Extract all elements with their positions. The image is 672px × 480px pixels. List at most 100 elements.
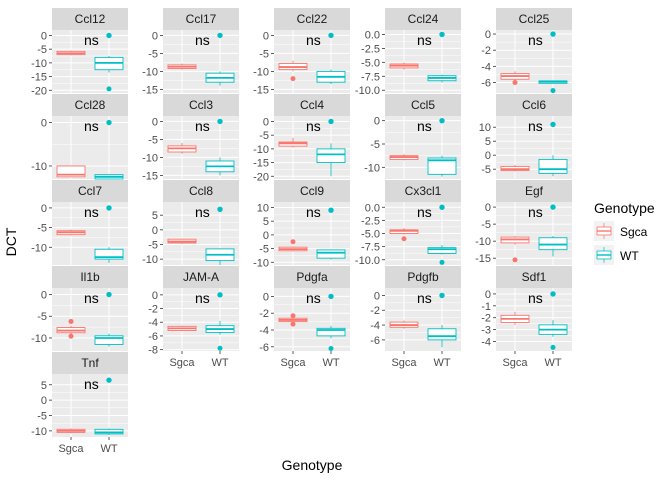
summary-point [439,117,445,124]
summary-point [106,291,112,298]
y-tick-label: -10 [31,242,47,254]
significance-label: ns [84,204,99,220]
facet-strip-label: Cx3cl1 [405,184,442,198]
outlier-point [328,345,334,351]
y-tick-label: -15 [142,170,158,182]
boxplot-wt [427,74,457,83]
facet-strip [274,266,350,288]
boxplot-sgca [278,137,308,148]
facet-strip-label: Ccl28 [75,98,106,112]
significance-label: ns [306,204,321,220]
y-tick-label: 0 [263,230,269,242]
y-tick-label: -5 [481,164,491,176]
boxplot-wt [538,236,568,257]
box [427,247,457,254]
summary-point [217,206,223,213]
facet-panel-ccl4: Ccl4 0 -5 -10 -15-20 ns [253,94,350,183]
summary-point [328,207,334,213]
y-tick-label: -2 [148,304,158,316]
facet-panel-tnf: Tnf 5 0 -5 -10 ns Sgca WT [31,352,128,455]
boxplot-wt [94,174,124,180]
outlier-point [106,86,112,92]
y-tick-label: -4 [481,336,491,348]
boxplot-wt [538,320,568,350]
boxplot-wt [538,80,568,94]
facet-strip [274,180,350,202]
boxplot-sgca [167,238,197,244]
y-tick-label: -10 [142,254,158,266]
facet-panel-ccl7: Ccl7 0 -5 -10 ns [31,180,128,265]
y-tick-label: 0 [374,116,380,128]
y-tick-label: -5 [148,134,158,146]
significance-label: ns [195,204,210,220]
y-tick-label: -10.0 [355,85,380,97]
box [316,148,346,164]
facet-strip-label: Ccl9 [300,184,324,198]
y-tick-label: 0 [152,225,158,237]
boxplot-sgca [167,63,197,70]
facet-strip [52,94,128,116]
legend-title: Genotype [594,200,655,216]
y-tick-label: -10 [31,161,47,173]
y-tick-label: 5 [485,136,491,148]
y-tick-label: -10 [253,144,269,156]
facet-strip-label: Ccl3 [189,98,213,112]
summary-point [217,292,223,298]
facet-strip [274,94,350,116]
y-tick-label: -10 [31,333,47,345]
outlier-point [550,344,556,350]
legend-key-sgca [594,221,614,241]
boxplot-sgca [56,318,86,339]
facet-panel-il1b: Il1b 0 -5 -10 ns [31,266,128,351]
y-tick-label: 0 [41,203,47,215]
y-tick-label: -5 [481,219,491,231]
significance-label: ns [528,118,543,134]
y-tick-label: -5 [148,239,158,251]
facet-panel-ccl3: Ccl3 0 -5 -10 -15 ns [142,94,239,182]
outlier-point [512,257,518,263]
facet-strip-label: Ccl12 [75,12,106,26]
y-tick-label: -5 [37,44,47,56]
x-tick-label: WT [544,357,561,369]
facet-strip-label: Egf [525,184,544,198]
y-tick-label: 0 [485,150,491,162]
y-tick-label: -15 [253,84,269,96]
significance-label: ns [195,118,210,134]
y-tick-label: 0 [152,116,158,128]
y-tick-label: 5 [41,380,47,392]
y-axis-title: DCT [3,227,19,256]
facet-strip [274,8,350,30]
facet-strip [52,352,128,374]
significance-label: ns [306,32,321,48]
facet-strip [385,8,461,30]
facet-panel-ccl28: Ccl28 0 -10 ns [31,94,128,180]
significance-label: ns [84,376,99,392]
summary-point [106,119,112,126]
y-tick-label: -15 [475,253,491,265]
facet-strip-label: JAM-A [183,270,219,284]
boxplot-sgca [389,62,419,70]
facet-panel-ccl24: Ccl24 0.0 -2.5 -5.0 -7.5 -10.0 ns [355,8,461,97]
y-tick-label: -5 [259,244,269,256]
significance-label: ns [417,118,432,134]
summary-point [550,204,556,210]
y-tick-label: -3 [481,325,491,337]
boxplot-wt [94,428,124,435]
facet-strip [496,94,572,116]
y-tick-label: -7.5 [361,242,380,254]
y-tick-label: -5 [259,48,269,60]
summary-point [328,118,334,125]
boxplot-wt [316,143,346,177]
boxplot-wt [94,56,124,92]
outlier-point [550,88,556,94]
outlier-point [401,236,407,242]
box [94,248,124,260]
y-tick-label: -10 [142,66,158,78]
y-tick-label: -6 [481,78,491,90]
outlier-point [217,345,223,351]
summary-point [217,32,223,39]
boxplot-sgca [278,239,308,252]
facet-strip [496,180,572,202]
y-tick-label: 10 [479,122,491,134]
y-tick-label: -4 [481,61,491,73]
